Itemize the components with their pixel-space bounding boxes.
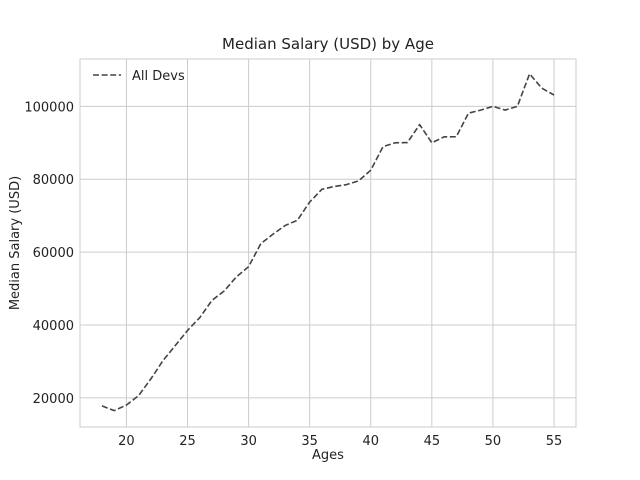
y-tick-label: 80000 [33, 173, 74, 188]
x-tick-label: 30 [240, 434, 257, 449]
x-tick-label: 25 [179, 434, 196, 449]
x-tick-label: 20 [118, 434, 135, 449]
series-line [101, 73, 555, 412]
legend-label: All Devs [132, 69, 185, 84]
y-tick-label: 100000 [24, 100, 74, 115]
plot-area: 20 25 30 35 40 45 50 55 20000 40000 60000 80000 1000… [24, 58, 577, 449]
plot-frame [79, 58, 577, 428]
x-tick-label: 35 [301, 434, 318, 449]
x-tick-label: 55 [546, 434, 563, 449]
chart-title: Median Salary (USD) by Age [222, 35, 434, 53]
y-axis-label: Median Salary (USD) [8, 176, 23, 310]
x-tick-label: 40 [362, 434, 379, 449]
x-tick-label: 50 [485, 434, 502, 449]
x-tick-label: 45 [424, 434, 441, 449]
y-tick-label: 60000 [33, 246, 74, 261]
y-tick-label: 20000 [33, 392, 74, 407]
y-tick-label: 40000 [33, 319, 74, 334]
x-axis-label: Ages [312, 448, 344, 463]
